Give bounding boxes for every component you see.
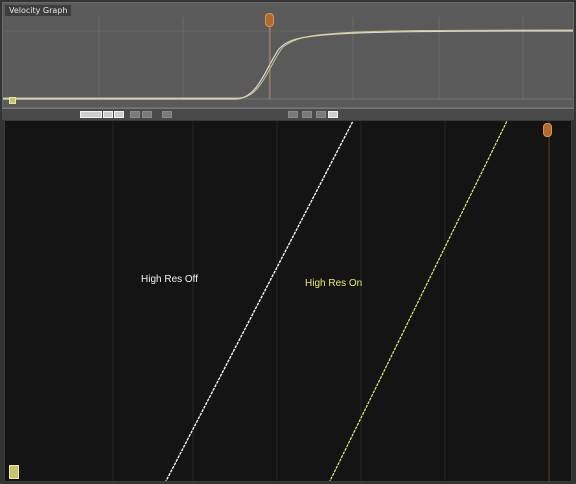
toolbar-button[interactable]	[288, 111, 298, 118]
toolbar-button[interactable]	[316, 111, 326, 118]
curve-plot	[112, 121, 550, 481]
toolbar-button[interactable]	[142, 111, 152, 118]
keyframe-icon[interactable]	[9, 465, 19, 479]
playhead-handle-icon[interactable]	[265, 13, 274, 27]
high-res-on-curve	[329, 121, 508, 481]
keyframe-icon[interactable]	[9, 97, 16, 104]
curve-label-high-res-on: High Res On	[305, 278, 363, 289]
toolbar-button[interactable]	[130, 111, 140, 118]
overview-toolbar	[2, 108, 574, 120]
overview-curve-white	[3, 30, 573, 100]
toolbar-button[interactable]	[328, 111, 338, 118]
curve-label-high-res-off: High Res Off	[141, 274, 199, 285]
toolbar-button[interactable]	[302, 111, 312, 118]
curve-graph[interactable]: High Res Off High Res On	[4, 120, 572, 482]
toolbar-button[interactable]	[162, 111, 172, 118]
playhead-handle-icon[interactable]	[543, 123, 552, 137]
overview-plot	[3, 17, 573, 100]
overview-curve-yellow	[3, 29, 573, 99]
overview-title: Velocity Graph	[5, 5, 72, 16]
toolbar-button[interactable]	[114, 111, 124, 118]
toolbar-button[interactable]	[80, 111, 102, 118]
overview-graph[interactable]: Velocity Graph	[2, 2, 574, 108]
toolbar-button[interactable]	[103, 111, 113, 118]
